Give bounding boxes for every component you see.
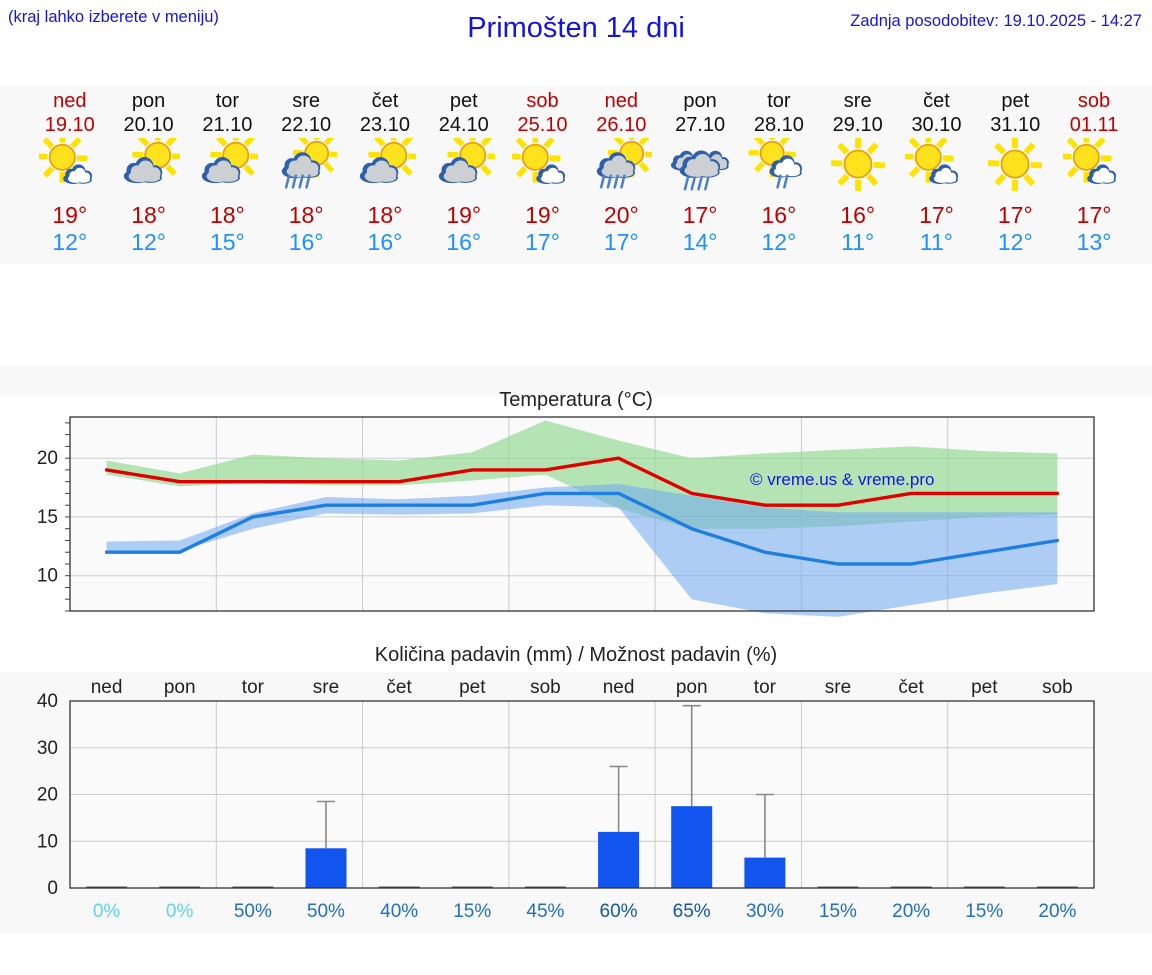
svg-text:40: 40	[37, 691, 58, 712]
svg-text:sob: sob	[1042, 677, 1073, 698]
svg-text:pon: pon	[164, 677, 196, 698]
svg-text:30: 30	[37, 738, 58, 759]
svg-text:čet: čet	[386, 677, 412, 698]
svg-text:tor: tor	[242, 677, 265, 698]
svg-text:10: 10	[37, 831, 58, 852]
svg-text:pet: pet	[971, 677, 998, 698]
svg-text:tor: tor	[754, 677, 777, 698]
svg-text:10: 10	[37, 566, 58, 587]
svg-text:© vreme.us & vreme.pro: © vreme.us & vreme.pro	[750, 470, 934, 489]
svg-text:pet: pet	[459, 677, 486, 698]
svg-text:čet: čet	[898, 677, 924, 698]
svg-text:sre: sre	[313, 677, 339, 698]
svg-text:sob: sob	[530, 677, 561, 698]
svg-text:0: 0	[47, 878, 58, 899]
svg-text:15: 15	[37, 507, 58, 528]
svg-text:sre: sre	[825, 677, 851, 698]
svg-text:ned: ned	[603, 677, 635, 698]
svg-text:20: 20	[37, 448, 58, 469]
svg-text:20: 20	[37, 785, 58, 806]
svg-text:ned: ned	[91, 677, 123, 698]
svg-text:pon: pon	[676, 677, 708, 698]
